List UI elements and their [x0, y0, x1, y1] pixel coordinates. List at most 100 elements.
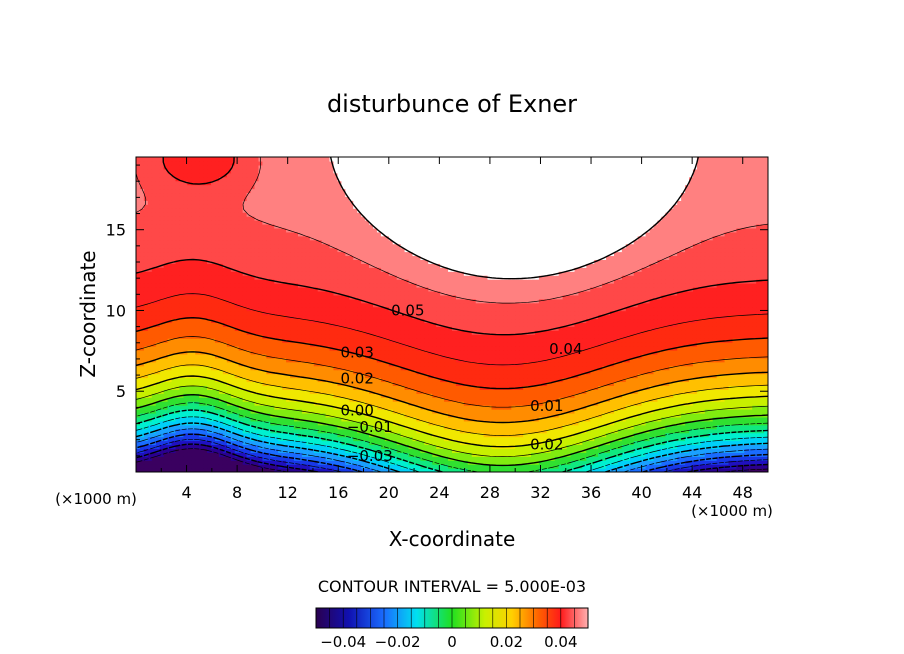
contour-cell [262, 365, 267, 371]
contour-cell [404, 436, 410, 442]
contour-cell [211, 393, 216, 398]
contour-cell [558, 440, 564, 446]
contour-cell [732, 416, 737, 422]
contour-cell [250, 420, 256, 426]
contour-cell [503, 381, 508, 386]
contour-cell [534, 377, 540, 383]
contour-cell [428, 428, 433, 434]
contour-cell [732, 412, 737, 418]
contour-cell [242, 464, 248, 469]
contour-cell [242, 377, 248, 383]
contour-cell [396, 460, 402, 465]
contour-cell [365, 444, 370, 449]
contour-cell [274, 460, 279, 465]
contour-cell [507, 377, 512, 383]
contour-cell [266, 464, 271, 469]
contour-cell [369, 349, 374, 355]
contour-cell [519, 357, 524, 363]
contour-cell [230, 416, 236, 422]
contour-cell [566, 369, 572, 375]
contour-cell [222, 393, 228, 398]
contour-cell [515, 393, 520, 398]
contour-cell [550, 409, 556, 414]
contour-cell [645, 365, 651, 371]
contour-cell [495, 349, 500, 355]
contour-cell [610, 385, 615, 390]
contour-cell [254, 440, 260, 446]
contour-cell [641, 405, 647, 410]
contour-cell [637, 397, 643, 402]
contour-cell [491, 349, 497, 355]
contour-cell [542, 444, 548, 449]
contour-cell [696, 420, 702, 426]
contour-cell [325, 349, 331, 355]
contour-cell [357, 361, 362, 367]
contour-cell [649, 365, 655, 371]
contour-cell [432, 373, 437, 379]
contour-cell [361, 432, 366, 438]
contour-cell [748, 424, 753, 430]
contour-cell [448, 436, 453, 442]
contour-cell [179, 448, 184, 453]
contour-cell [452, 353, 457, 359]
contour-cell [704, 393, 710, 398]
contour-cell [617, 365, 623, 371]
contour-cell [661, 401, 666, 406]
contour-cell [143, 436, 149, 442]
contour-cell [645, 369, 651, 375]
contour-cell [175, 436, 181, 442]
contour-cell [215, 452, 220, 457]
contour-cell [317, 353, 323, 359]
contour-cell [191, 468, 196, 472]
contour-cell [542, 361, 548, 367]
contour-cell [704, 440, 710, 446]
contour-cell [175, 381, 181, 386]
contour-cell [594, 353, 599, 359]
contour-cell [400, 460, 406, 465]
contour-cell [712, 452, 718, 457]
contour-cell [384, 460, 390, 465]
contour-cell [724, 436, 730, 442]
contour-cell [617, 377, 623, 383]
contour-cell [183, 424, 188, 430]
contour-cell [653, 460, 658, 465]
contour-cell [187, 357, 192, 363]
contour-cell [550, 353, 556, 359]
contour-cell [720, 385, 726, 390]
contour-cell [428, 389, 433, 394]
contour-cell [404, 464, 410, 469]
contour-cell [388, 464, 394, 469]
contour-cell [716, 452, 722, 457]
contour-cell [696, 353, 702, 359]
contour-cell [487, 369, 493, 375]
contour-cell [215, 346, 220, 351]
contour-cell [704, 381, 710, 386]
contour-cell [250, 464, 256, 469]
contour-cell [436, 373, 441, 379]
contour-cell [708, 420, 714, 426]
contour-cell [594, 381, 599, 386]
contour-cell [424, 353, 429, 359]
contour-cell [657, 393, 662, 398]
contour-cell [515, 424, 520, 430]
contour-cell [294, 357, 299, 363]
contour-cell [744, 436, 749, 442]
contour-cell [637, 460, 643, 465]
contour-cell [349, 428, 354, 434]
contour-cell [380, 353, 386, 359]
contour-cell [570, 456, 576, 461]
contour-cell [562, 444, 568, 449]
contour-cell [720, 409, 726, 414]
contour-cell [455, 424, 461, 430]
contour-cell [657, 468, 662, 472]
contour-cell [301, 353, 307, 359]
contour-cell [578, 389, 583, 394]
contour-cell [653, 385, 658, 390]
contour-cell [282, 436, 287, 442]
contour-cell [495, 361, 500, 367]
contour-cell [740, 349, 745, 355]
contour-cell [207, 464, 212, 469]
contour-cell [637, 436, 643, 442]
contour-cell [294, 377, 299, 383]
